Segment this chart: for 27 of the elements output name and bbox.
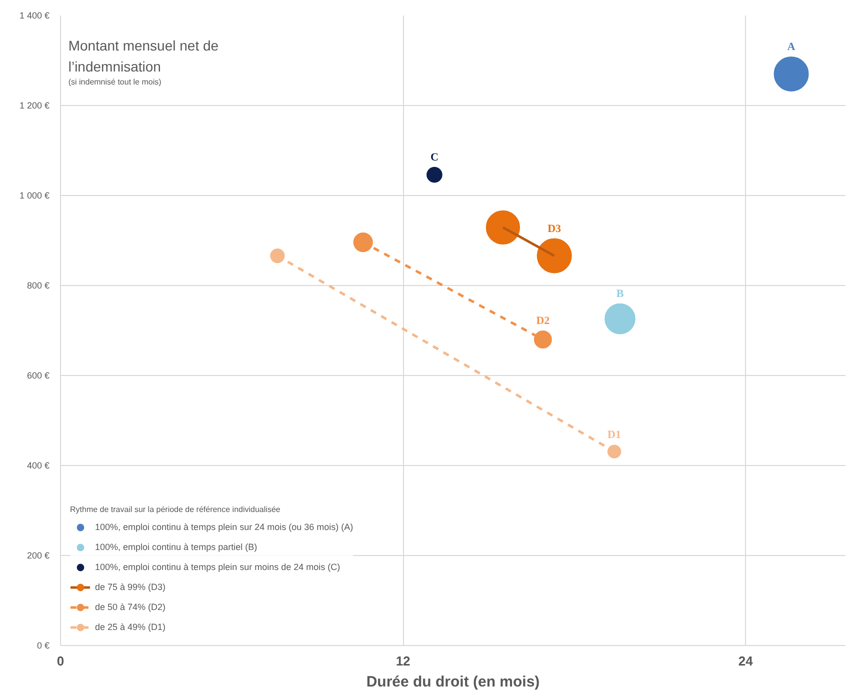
y-tick-label: 1 400 € <box>19 10 50 20</box>
legend-label: 100%, emploi continu à temps plein sur moins de 24 mois (C) <box>95 562 340 572</box>
y-tick-label: 1 200 € <box>19 100 50 110</box>
annotation: (si indemnisé tout le mois) <box>68 78 162 86</box>
y-tick-label: 0 € <box>36 640 50 650</box>
x-tick-label: 24 <box>738 654 754 668</box>
y-tick-label: 400 € <box>26 460 50 470</box>
data-label: D3 <box>548 222 562 235</box>
y-tick-label: 1 000 € <box>19 190 50 200</box>
x-tick-label: 0 <box>56 654 64 668</box>
y-axis-title: Montant mensuel net de l’indemnisation <box>68 38 219 74</box>
legend-label: de 25 à 49% (D1) <box>95 622 166 632</box>
x-tick-label: 12 <box>396 654 410 668</box>
legend-title: Rythme de travail sur la période de référence individualisée <box>70 505 282 514</box>
legend-label: de 75 à 99% (D3) <box>95 582 166 592</box>
data-label: D2 <box>536 315 550 327</box>
data-label: C <box>430 151 438 164</box>
data-label: A <box>787 41 796 53</box>
x-axis-title: Durée du droit (en mois) <box>366 674 540 690</box>
y-tick-label: 200 € <box>26 550 50 560</box>
legend-label: 100%, emploi continu à temps partiel (B) <box>95 542 258 552</box>
data-label: D1 <box>608 429 622 442</box>
legend-label: de 50 à 74% (D2) <box>95 602 166 612</box>
legend-label: 100%, emploi continu à temps plein sur 24 mois (ou 36 mois) (A) <box>95 522 354 532</box>
y-tick-label: 600 € <box>26 370 50 380</box>
y-tick-label: 800 € <box>26 280 50 290</box>
data-label: B <box>616 288 624 300</box>
